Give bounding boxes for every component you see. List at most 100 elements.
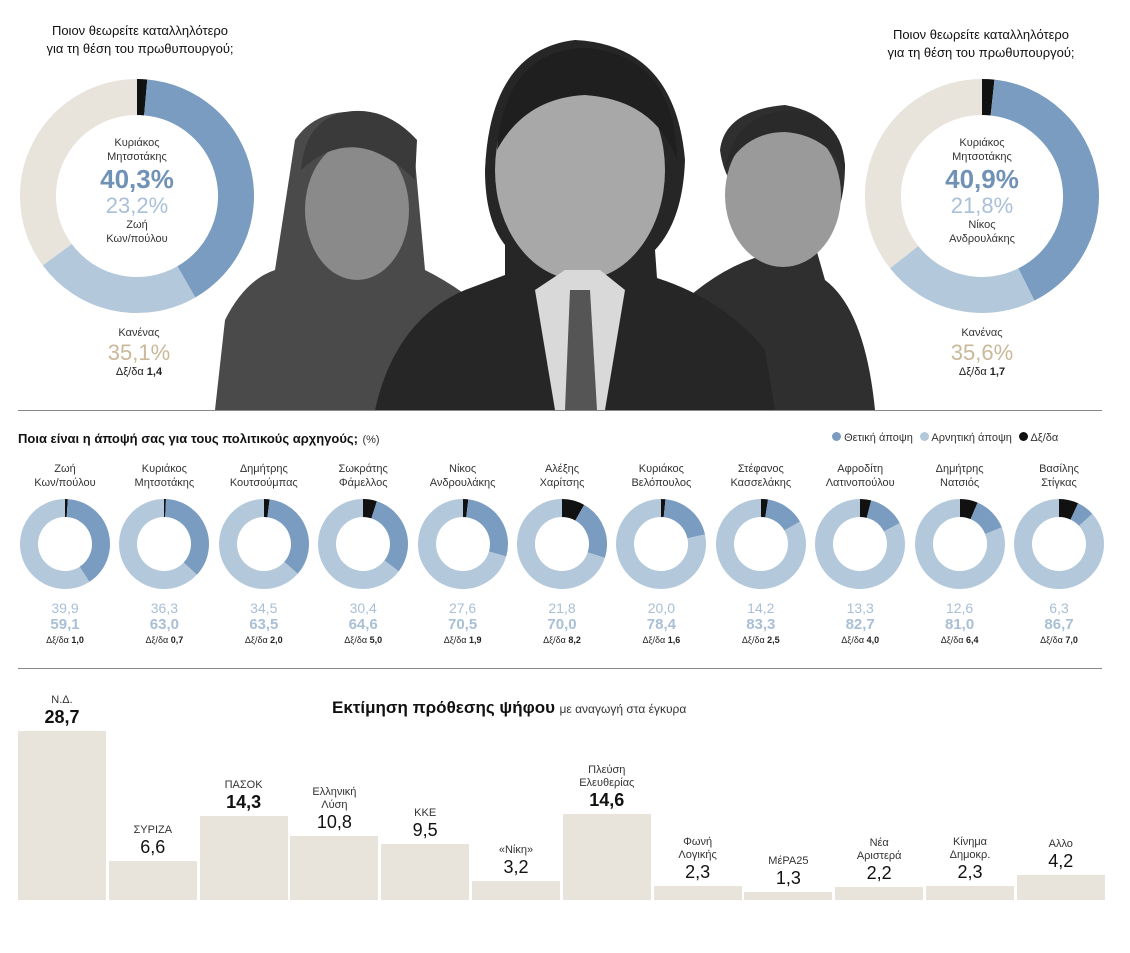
leader-dk-number: 8,2 — [568, 635, 581, 645]
leader-first-name: Αφροδίτη — [837, 463, 884, 475]
donut-slice-dk — [1058, 499, 1079, 520]
vote-bar-label-line: Αλλο — [1048, 838, 1073, 851]
right-donut-labels: Κυριάκος Μητσοτάκης 40,9% 21,8% Νίκος Ανδρ… — [892, 136, 1072, 246]
left-none-pct: 35,1% — [107, 340, 171, 365]
donut-slice-negative — [815, 499, 906, 589]
leader-opinion-donut — [815, 499, 906, 589]
vote-section-title: Εκτίμηση πρόθεσης ψήφου με αναγωγή στα έ… — [332, 698, 687, 717]
donut-slice-negative — [914, 499, 1005, 589]
leader-negative-value: 59,1 — [50, 616, 80, 633]
right-pm-donut — [865, 79, 1099, 313]
leader-dk-prefix: Δξ/δα — [543, 635, 569, 645]
left-name1-label: Κυριάκος Μητσοτάκης — [107, 137, 167, 163]
right-none-label: Κανένας — [961, 327, 1003, 339]
vote-bar-value: 14,3 — [226, 791, 262, 812]
leader-dk-prefix: Δξ/δα — [1040, 635, 1066, 645]
leader-dk-prefix: Δξ/δα — [940, 635, 966, 645]
leader-name: Δημήτρης Νατσιός — [912, 462, 1008, 492]
leader-card: Δημήτρης Κουτσούμπας 34,5 63,5 Δξ/δα 2,0 — [216, 462, 312, 647]
leader-negative-value: 63,0 — [149, 616, 179, 633]
leader-dk-number: 1,6 — [667, 635, 681, 645]
donut-slice-positive — [574, 504, 607, 558]
leader-first-name: Δημήτρης — [239, 463, 288, 475]
vote-bar-label: ΣΥΡΙΖΑ — [109, 824, 197, 837]
leader-first-name: Κυριάκος — [638, 463, 684, 475]
left-donut-labels: Κυριάκος Μητσοτάκης 40,3% 23,2% Ζωή Κων/πο… — [47, 136, 227, 246]
left-dk-label: Δξ/δα 1,4 — [115, 366, 163, 378]
vote-bar-value: 28,7 — [44, 706, 80, 727]
donut-slice-negative — [318, 499, 399, 589]
leader-card: Στέφανος Κασσελάκης 14,2 83,3 Δξ/δα 2,5 — [713, 462, 809, 647]
leader-opinion-donut — [1014, 499, 1104, 589]
leader-negative-value: 78,4 — [646, 616, 676, 633]
donut-slice-negative — [616, 499, 707, 589]
leader-card: Βασίλης Στίγκας 6,3 86,7 Δξ/δα 7,0 — [1011, 462, 1107, 647]
divider-top — [18, 410, 1102, 411]
leader-positive-value: 14,2 — [747, 600, 775, 616]
donut-slice-opponent — [42, 243, 196, 313]
donut-slice-negative — [20, 499, 90, 589]
leader-card: Σωκράτης Φάμελλος 30,4 64,6 Δξ/δα 5,0 — [315, 462, 411, 647]
leader-name: Νίκος Ανδρουλάκης — [415, 462, 511, 492]
leader-dk-value: Δξ/δα 5,0 — [315, 633, 411, 647]
leader-dk-number: 2,0 — [270, 635, 283, 645]
leader-dk-prefix: Δξ/δα — [145, 635, 171, 645]
vote-bar — [1016, 875, 1105, 900]
legend-positive-label: Θετική άποψη — [844, 432, 913, 444]
donut-slice-negative — [1014, 499, 1104, 589]
leader-dk-number: 6,4 — [965, 635, 979, 645]
donut-slice-negative — [417, 499, 506, 589]
vote-bar — [199, 815, 288, 900]
leader-dk-value: Δξ/δα 1,0 — [17, 633, 113, 647]
donut-slice-dk — [561, 499, 585, 521]
vote-bar — [835, 887, 924, 900]
leader-name: Στέφανος Κασσελάκης — [713, 462, 809, 492]
leader-opinion-donut — [715, 499, 806, 589]
vote-bar-label-line: Κίνημα — [952, 836, 988, 849]
leader-last-name: Κουτσούμπας — [229, 477, 298, 489]
leader-name: Αφροδίτη Λατινοπούλου — [812, 462, 908, 492]
leader-negative-value: 64,6 — [348, 616, 378, 633]
leader-card: Αφροδίτη Λατινοπούλου 13,3 82,7 Δξ/δα 4,0 — [812, 462, 908, 647]
left-pct1: 40,3% — [100, 164, 174, 194]
leader-opinion-donut — [119, 499, 210, 589]
vote-bar-label-line: Νέα — [869, 837, 889, 850]
vote-bar-value: 2,3 — [957, 862, 983, 883]
vote-bar-label: Πλεύση Ελευθερίας — [563, 764, 651, 790]
leader-dk-value: Δξ/δα 1,9 — [415, 633, 511, 647]
vote-bar-label-line: «Νίκη» — [498, 844, 534, 857]
leader-first-name: Δημήτρης — [935, 463, 984, 475]
leader-positive-value: 12,6 — [945, 600, 974, 616]
leaders-legend: Θετική άποψη Αρνητική άποψη Δξ/δα — [832, 432, 1058, 444]
vote-bar-label-line: Αριστερά — [856, 850, 902, 863]
leader-name: Κυριάκος Βελόπουλος — [613, 462, 709, 492]
vote-bar-label-line: Δημοκρ. — [949, 849, 991, 862]
leader-positive-value: 34,5 — [250, 600, 278, 616]
leader-last-name: Χαρίτσης — [539, 477, 585, 489]
donut-slice-dk — [959, 499, 978, 520]
legend-negative-swatch — [919, 432, 929, 441]
legend-dk-label: Δξ/δα — [1030, 432, 1059, 444]
leader-dk-number: 1,9 — [468, 635, 482, 645]
vote-bar-value: 4,2 — [1048, 851, 1074, 872]
leader-first-name: Στέφανος — [737, 463, 784, 475]
vote-bar-label-line: Ελευθερίας — [579, 776, 635, 789]
right-pct2: 21,8% — [950, 193, 1014, 218]
leader-dk-number: 1,0 — [71, 635, 84, 645]
leader-last-name: Φάμελλος — [338, 477, 388, 489]
leader-name: Σωκράτης Φάμελλος — [315, 462, 411, 492]
donut-slice-mitsotakis — [990, 79, 1099, 301]
vote-bar-label: «Νίκη» — [472, 844, 560, 857]
leader-negative-value: 83,3 — [746, 616, 776, 633]
leader-positive-value: 6,3 — [1049, 600, 1069, 616]
vote-bar-label-line: Πλεύση — [588, 763, 626, 776]
vote-bar-value: 14,6 — [589, 789, 625, 810]
leader-positive-value: 36,3 — [150, 600, 179, 616]
leader-negative-value: 70,0 — [547, 616, 577, 633]
leader-card: Δημήτρης Νατσιός 12,6 81,0 Δξ/δα 6,4 — [912, 462, 1008, 647]
leader-negative-value: 86,7 — [1044, 616, 1074, 633]
leader-dk-number: 2,5 — [767, 635, 780, 645]
leader-dk-number: 5,0 — [369, 635, 383, 645]
right-pct1: 40,9% — [945, 164, 1019, 194]
leader-first-name: Ζωή — [54, 463, 76, 475]
